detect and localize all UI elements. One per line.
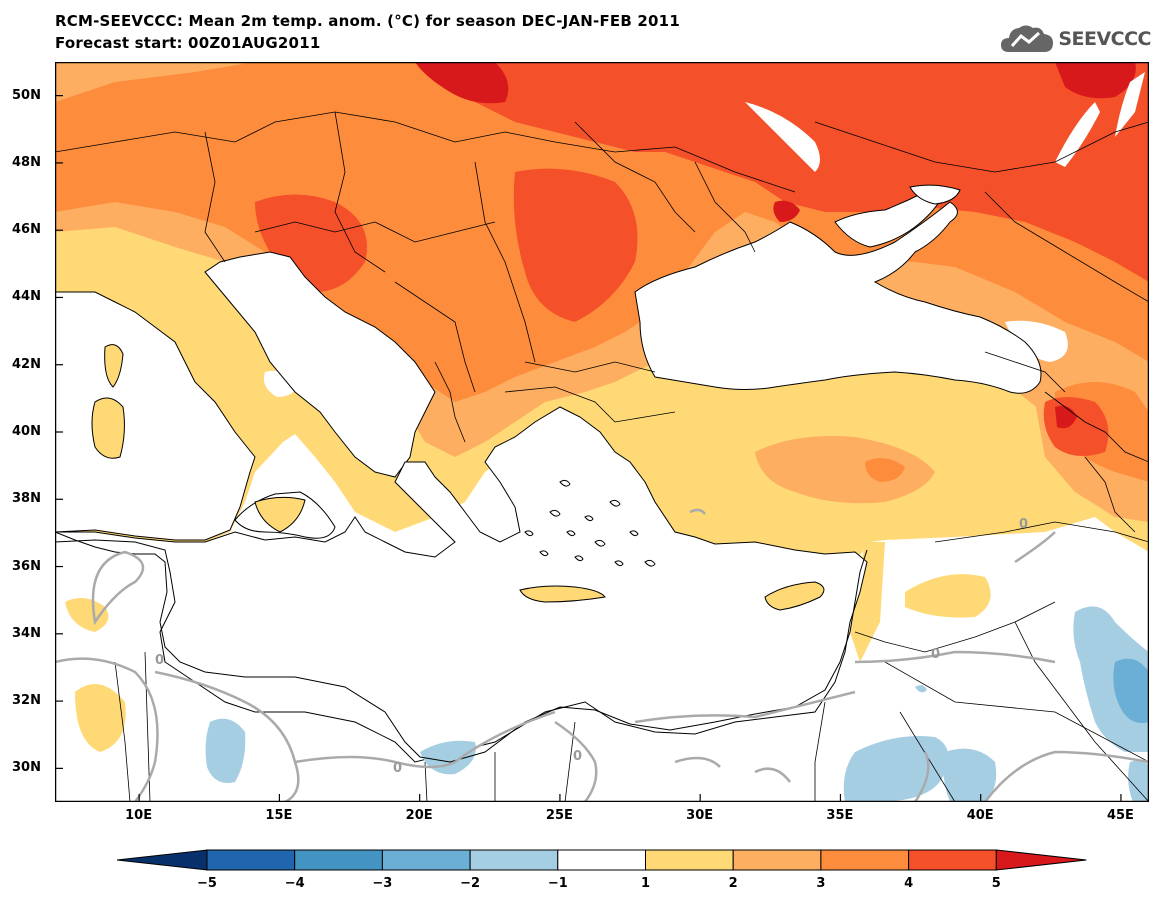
lat-tick-label: 40N bbox=[12, 424, 41, 439]
temperature-anomaly-map: 0 0 0 0 0 bbox=[55, 62, 1149, 802]
lat-tick-label: 42N bbox=[12, 356, 41, 372]
sardinia bbox=[91, 397, 125, 459]
black-sea bbox=[634, 201, 1042, 394]
lat-tick-label: 46N bbox=[12, 222, 41, 238]
seevccc-logo: SEEVCCC bbox=[999, 22, 1151, 56]
colorbar-tick-label: 2 bbox=[728, 876, 738, 891]
colorbar-segment bbox=[820, 849, 910, 871]
lon-tick-label: 10E bbox=[125, 808, 153, 823]
aegean-islands bbox=[524, 479, 656, 567]
lat-tick-label: 44N bbox=[12, 289, 41, 305]
contour-label-4: 0 bbox=[1019, 517, 1028, 532]
colorbar-tick-label: −4 bbox=[284, 876, 305, 891]
lon-tick-label: 35E bbox=[826, 808, 854, 823]
lon-tick-label: 40E bbox=[966, 808, 994, 823]
lat-tick-label: 38N bbox=[12, 491, 41, 507]
colorbar-arrow-high bbox=[995, 849, 1087, 871]
lon-tick-label: 15E bbox=[265, 808, 293, 823]
lat-tick-label: 36N bbox=[12, 558, 41, 574]
country-borders bbox=[55, 111, 1149, 802]
colorbar-tick-label: 5 bbox=[991, 876, 1001, 891]
colorbar-tick-label: 4 bbox=[904, 876, 914, 891]
logo-text: SEEVCCC bbox=[1058, 28, 1151, 50]
lon-tick-label: 25E bbox=[545, 808, 573, 823]
colorbar-tick-label: 3 bbox=[816, 876, 826, 891]
colorbar-segment bbox=[645, 849, 734, 871]
forecast-start-label: Forecast start: 00Z01AUG2011 bbox=[55, 34, 321, 52]
corsica bbox=[104, 344, 124, 388]
colorbar-segment bbox=[294, 849, 383, 871]
colorbar-segment bbox=[557, 849, 646, 871]
colorbar-tick-label: 1 bbox=[640, 876, 651, 891]
lat-tick-label: 30N bbox=[12, 760, 41, 776]
north-africa-coast bbox=[55, 531, 868, 763]
colorbar-tick-label: −2 bbox=[460, 876, 481, 891]
contour-label-3: 0 bbox=[931, 647, 940, 662]
colorbar-segment bbox=[206, 849, 296, 871]
colorbar-tick-label: −3 bbox=[372, 876, 393, 891]
colorbar-segment bbox=[381, 849, 471, 871]
colorbar-segment bbox=[732, 849, 822, 871]
contour-label-0: 0 bbox=[155, 653, 164, 668]
cloud-icon bbox=[1001, 25, 1054, 52]
lon-tick-label: 20E bbox=[405, 808, 433, 823]
crete bbox=[519, 585, 606, 603]
anomaly-band-4-5 bbox=[415, 62, 1149, 282]
lon-tick-label: 45E bbox=[1106, 808, 1134, 823]
colorbar bbox=[117, 849, 1087, 871]
colorbar-tick-label: −1 bbox=[547, 876, 568, 891]
colorbar-arrow-low bbox=[117, 849, 208, 871]
lat-tick-label: 50N bbox=[12, 87, 41, 103]
cyprus bbox=[764, 581, 825, 611]
contour-label-2: 0 bbox=[573, 749, 582, 764]
map-title: RCM-SEEVCCC: Mean 2m temp. anom. (°C) fo… bbox=[55, 12, 680, 30]
aegean-and-levant-sea bbox=[55, 406, 868, 763]
lat-tick-label: 34N bbox=[12, 625, 41, 641]
lat-tick-label: 32N bbox=[12, 693, 41, 709]
map-area: 0 0 0 0 0 bbox=[55, 62, 1149, 802]
lon-tick-label: 30E bbox=[686, 808, 714, 823]
colorbar-segment bbox=[469, 849, 559, 871]
lat-tick-label: 48N bbox=[12, 154, 41, 170]
colorbar-segment bbox=[908, 849, 997, 871]
sicily bbox=[254, 496, 306, 533]
zero-contours bbox=[55, 508, 1149, 802]
contour-label-1: 0 bbox=[393, 761, 402, 776]
colorbar-tick-label: −5 bbox=[197, 876, 217, 891]
